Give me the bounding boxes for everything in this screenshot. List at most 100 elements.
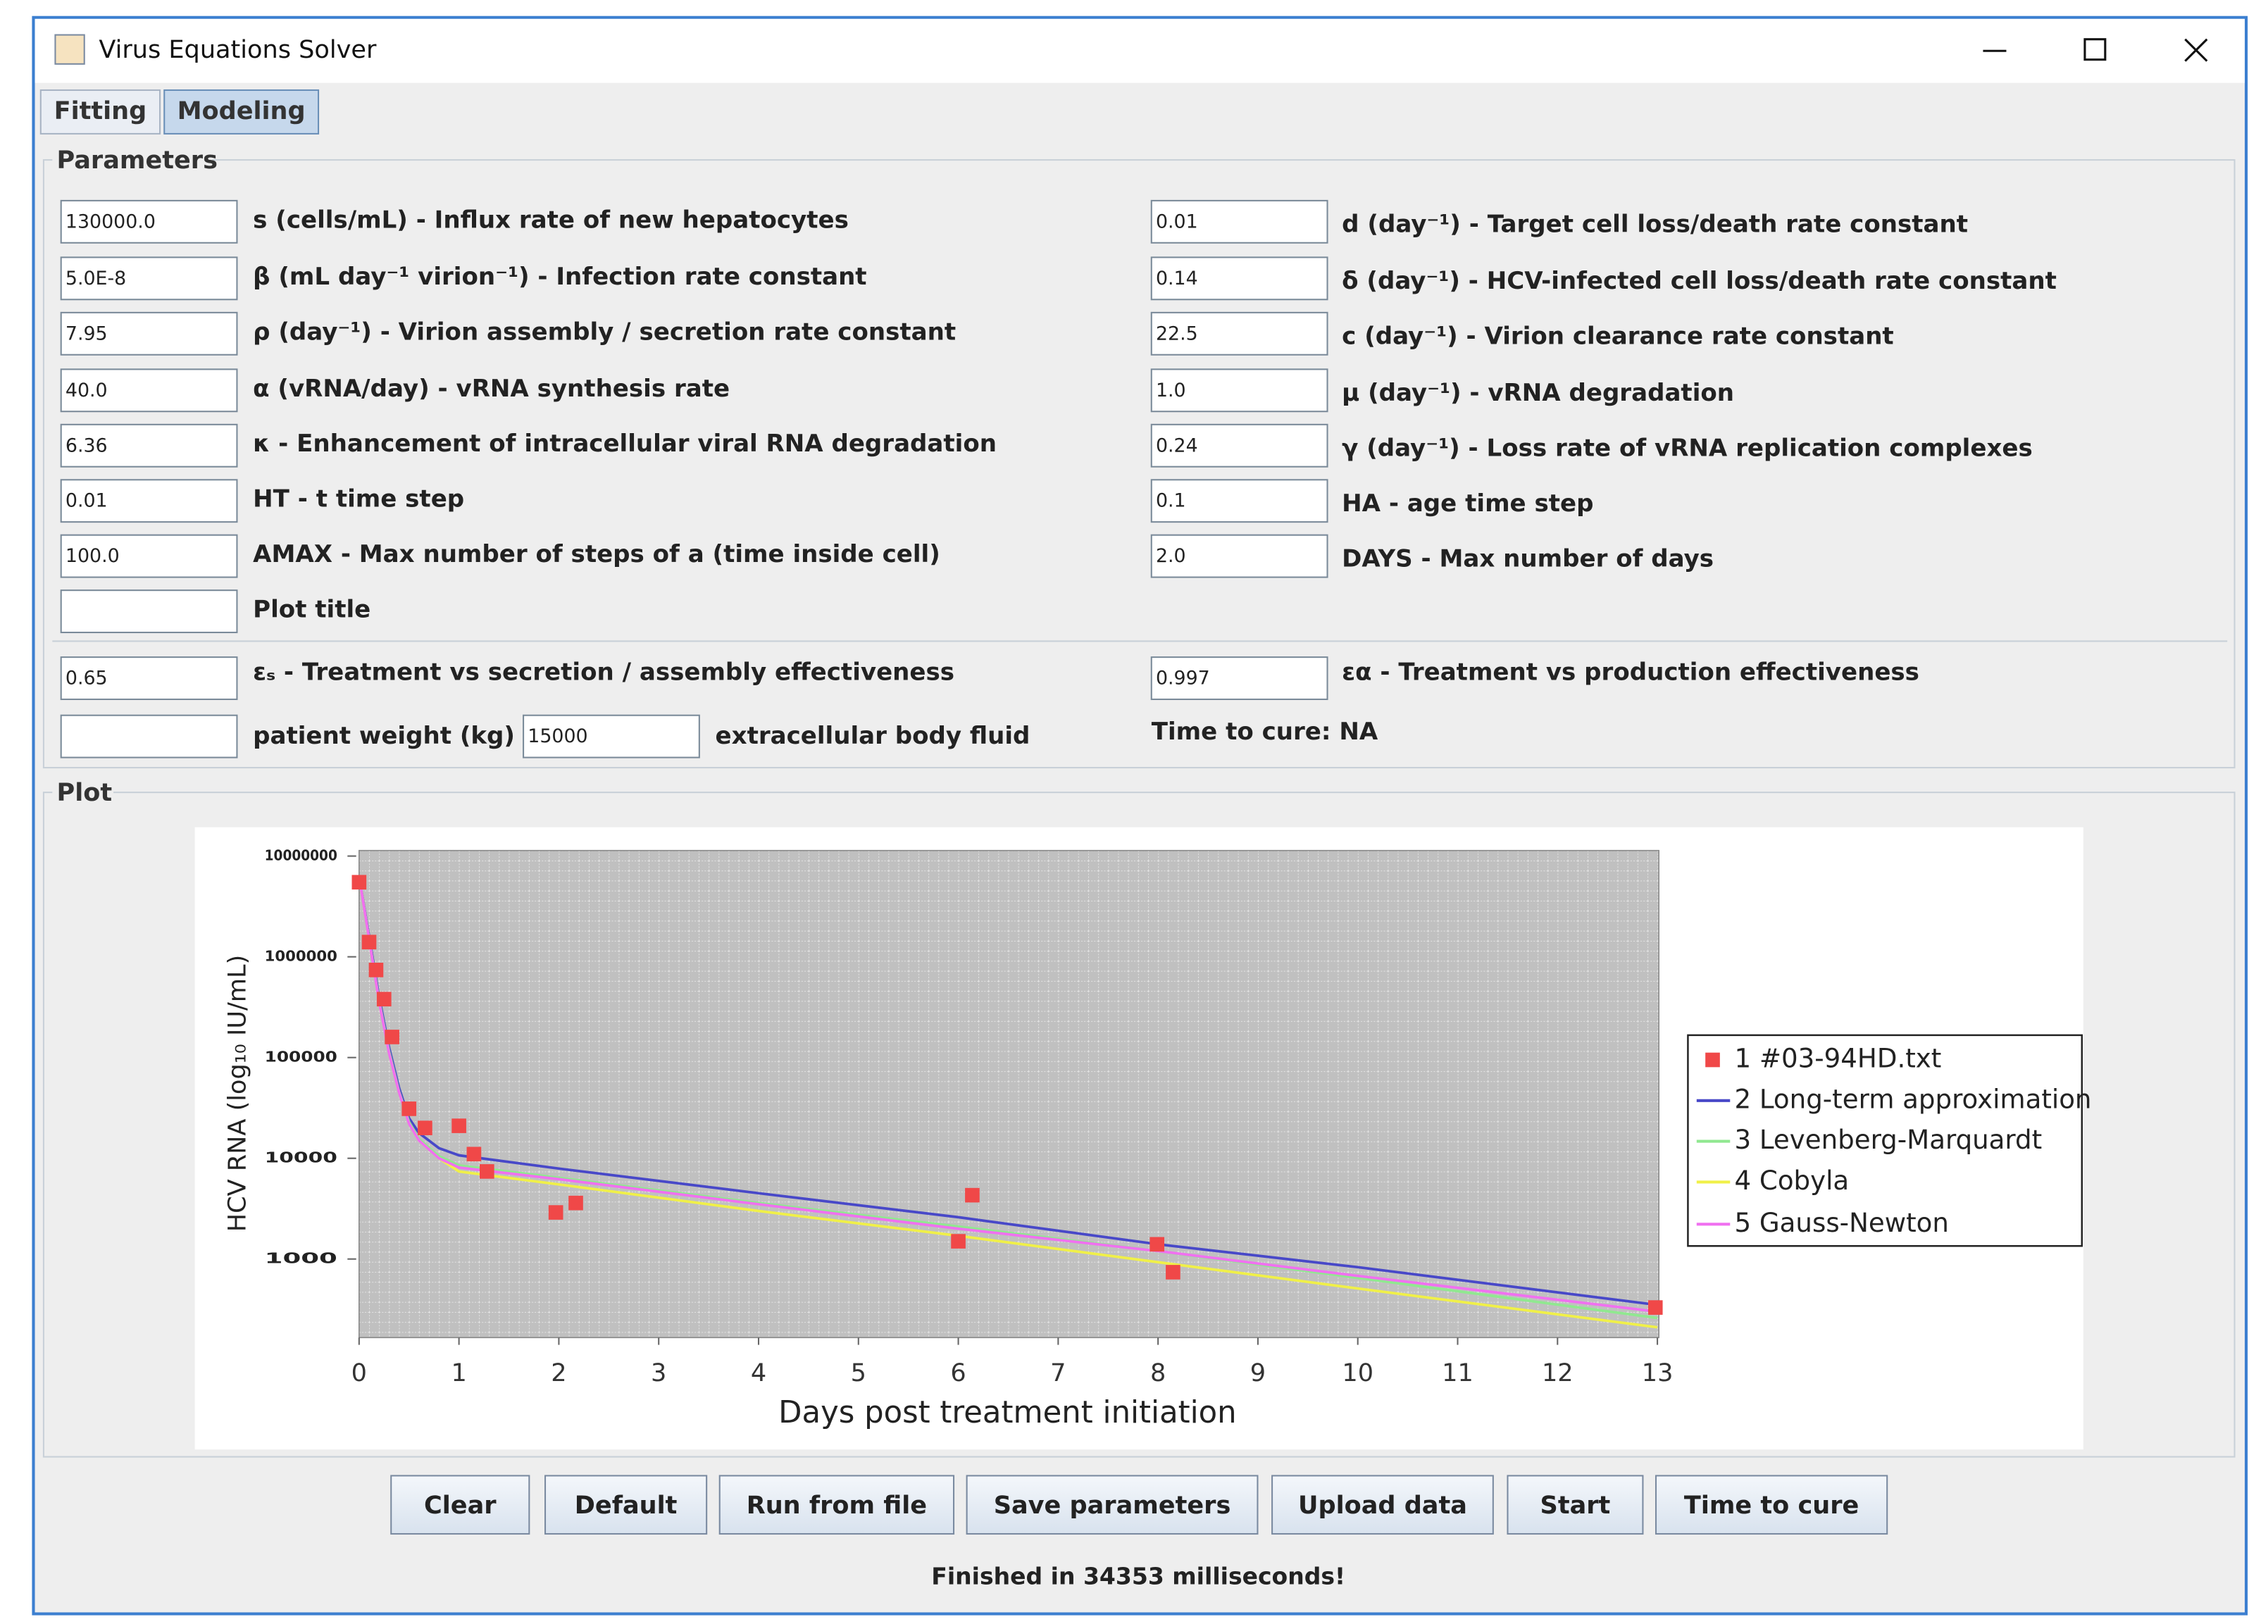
- tab[interactable]: [163, 89, 320, 135]
- field-label: DAYS - Max number of days: [1342, 544, 1714, 573]
- text-field[interactable]: [60, 714, 238, 758]
- x-tick-label: 13: [1642, 1358, 1674, 1387]
- x-tick-label: 9: [1250, 1358, 1266, 1387]
- field-value: 15000: [528, 725, 587, 747]
- app-icon: [54, 34, 85, 65]
- field-value: 0.65: [66, 668, 108, 689]
- legend-label: 1 #03-94HD.txt: [1734, 1043, 1941, 1073]
- legend-marker: [1705, 1052, 1720, 1068]
- close-button[interactable]: [2184, 38, 2208, 62]
- text-field[interactable]: [60, 423, 238, 468]
- y-tick-label: 10000: [265, 1149, 337, 1166]
- button[interactable]: [544, 1475, 708, 1535]
- x-tick-label: 2: [551, 1358, 566, 1387]
- field-value: 130000.0: [66, 211, 156, 232]
- text-field[interactable]: [1150, 479, 1328, 523]
- button[interactable]: [718, 1475, 955, 1535]
- group-title-bg: [52, 145, 213, 175]
- group-title: Plot: [57, 778, 113, 807]
- window-title: Virus Equations Solver: [99, 35, 377, 64]
- data-point: [1647, 1300, 1663, 1315]
- field-label: εₛ - Treatment vs secretion / assembly e…: [253, 658, 954, 686]
- x-tick-label: 5: [851, 1358, 866, 1387]
- x-tick-label: 12: [1542, 1358, 1574, 1387]
- field-label: μ (day⁻¹) - vRNA degradation: [1342, 379, 1734, 407]
- text-field[interactable]: [1150, 534, 1328, 578]
- field-label: εα - Treatment vs production effectivene…: [1342, 658, 1919, 686]
- text-field[interactable]: [1150, 199, 1328, 244]
- y-tick-label: 1000000: [265, 948, 337, 965]
- data-point: [376, 992, 392, 1007]
- text-field[interactable]: [1150, 311, 1328, 356]
- button-label: Start: [1540, 1491, 1611, 1520]
- legend-label: 3 Levenberg-Marquardt: [1734, 1125, 2042, 1155]
- field-value: 40.0: [66, 380, 108, 401]
- parameters-group: [42, 159, 2236, 769]
- field-value: 0.01: [1156, 211, 1198, 232]
- text-field[interactable]: [60, 311, 238, 356]
- data-point: [418, 1120, 432, 1135]
- field-label: δ (day⁻¹) - HCV-infected cell loss/death…: [1342, 267, 2057, 295]
- field-label: Plot title: [253, 596, 370, 624]
- plot-area: [359, 849, 1659, 1339]
- text-field[interactable]: [523, 714, 700, 758]
- text-field[interactable]: [1150, 656, 1328, 701]
- text-field[interactable]: [60, 256, 238, 301]
- field-value: 0.1: [1156, 490, 1186, 512]
- button-label: Save parameters: [994, 1491, 1231, 1520]
- field-value: 7.95: [66, 323, 108, 344]
- text-field[interactable]: [60, 656, 238, 701]
- field-value: 2.0: [1156, 545, 1186, 567]
- field-label: s (cells/mL) - Influx rate of new hepato…: [253, 206, 849, 234]
- text-field[interactable]: [60, 479, 238, 523]
- field-label: d (day⁻¹) - Target cell loss/death rate …: [1342, 210, 1968, 238]
- button[interactable]: [1655, 1475, 1888, 1535]
- field-label: HT - t time step: [253, 485, 464, 513]
- text-field[interactable]: [1150, 368, 1328, 413]
- data-point: [568, 1195, 583, 1211]
- field-value: 0.997: [1156, 668, 1210, 689]
- text-field[interactable]: [60, 589, 238, 634]
- button-label: Clear: [424, 1491, 497, 1520]
- button-label: Default: [575, 1491, 678, 1520]
- x-tick-label: 10: [1342, 1358, 1373, 1387]
- field-value: 22.5: [1156, 323, 1198, 344]
- data-point: [951, 1234, 966, 1249]
- field-value: 6.36: [66, 435, 108, 456]
- plot-group: [42, 792, 2236, 1458]
- button[interactable]: [1271, 1475, 1494, 1535]
- status-text: Finished in 34353 milliseconds!: [931, 1562, 1345, 1589]
- tab[interactable]: [39, 89, 161, 135]
- data-point: [368, 963, 384, 977]
- field-value: 0.14: [1156, 268, 1198, 289]
- data-point: [361, 935, 377, 950]
- field-label: γ (day⁻¹) - Loss rate of vRNA replicatio…: [1342, 434, 2033, 462]
- field-label: ρ (day⁻¹) - Virion assembly / secretion …: [253, 318, 956, 346]
- maximize-button[interactable]: [2083, 38, 2107, 61]
- text-field[interactable]: [1150, 423, 1328, 468]
- legend-label: 4 Cobyla: [1734, 1166, 1849, 1196]
- button[interactable]: [1507, 1475, 1644, 1535]
- field-value: 1.0: [1156, 380, 1186, 401]
- button[interactable]: [390, 1475, 530, 1535]
- field-label: patient weight (kg): [253, 722, 515, 750]
- text-field[interactable]: [60, 534, 238, 578]
- legend-label: 2 Long-term approximation: [1734, 1084, 2091, 1114]
- button[interactable]: [966, 1475, 1259, 1535]
- data-point: [965, 1187, 980, 1203]
- field-label: β (mL day⁻¹ virion⁻¹) - Infection rate c…: [253, 263, 866, 291]
- text-field[interactable]: [60, 199, 238, 244]
- tab-label: Fitting: [54, 96, 147, 125]
- group-title: Parameters: [57, 146, 218, 175]
- text-field[interactable]: [1150, 256, 1328, 301]
- field-label: c (day⁻¹) - Virion clearance rate consta…: [1342, 322, 1894, 350]
- x-tick-label: 1: [451, 1358, 466, 1387]
- button-label: Run from file: [747, 1491, 927, 1520]
- field-value: 0.01: [66, 490, 108, 512]
- data-point: [548, 1205, 563, 1220]
- field-label: α (vRNA/day) - vRNA synthesis rate: [253, 375, 730, 403]
- text-field[interactable]: [60, 368, 238, 413]
- y-axis-label: HCV RNA (log₁₀ IU/mL): [223, 955, 252, 1232]
- data-point: [1149, 1237, 1165, 1252]
